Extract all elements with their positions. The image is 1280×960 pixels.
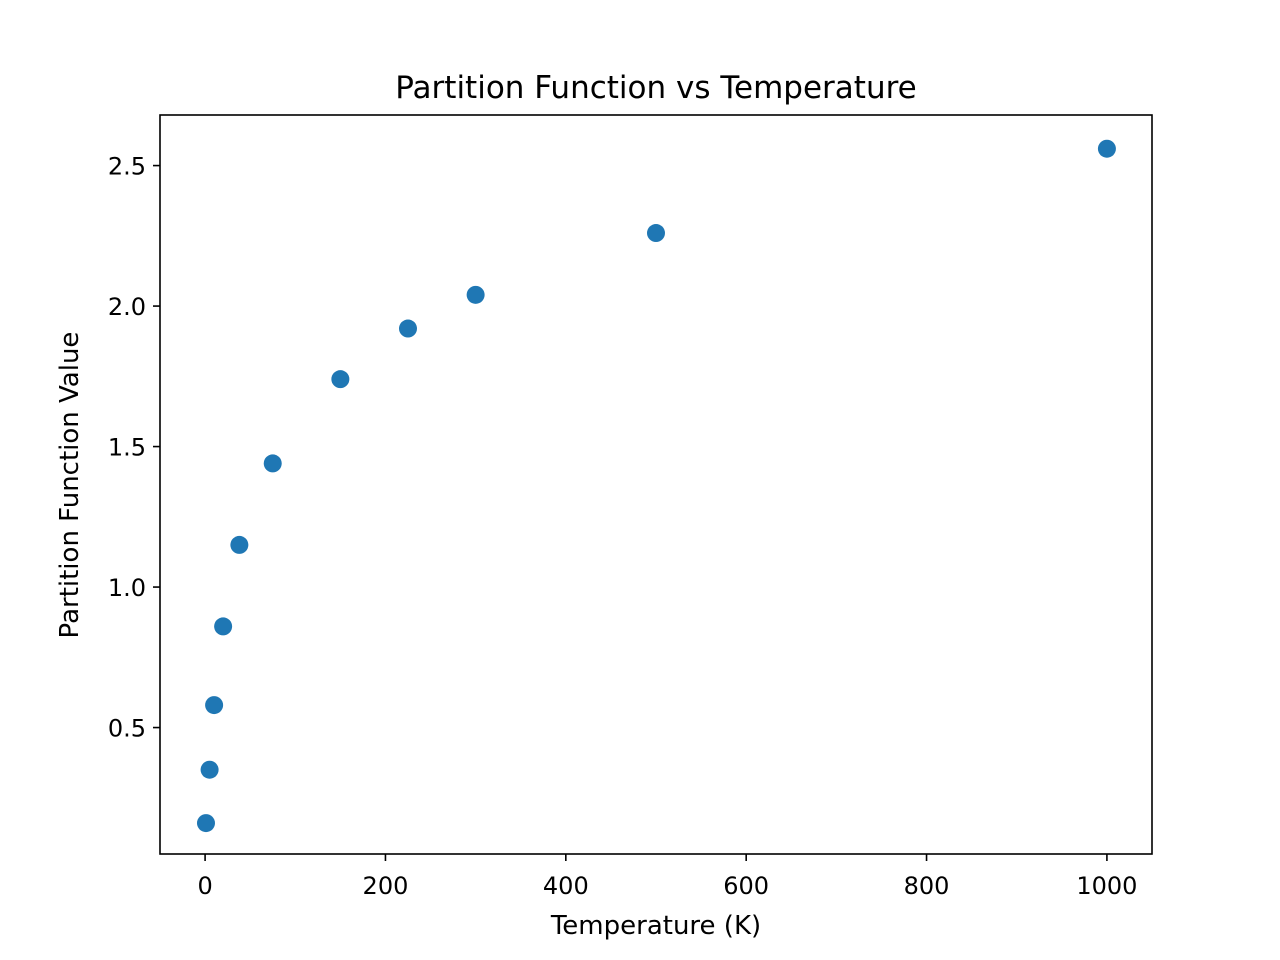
y-tick-label: 2.5 [108,153,146,181]
x-tick-label: 600 [723,872,769,900]
data-point [1097,139,1116,158]
data-point [205,696,224,715]
scatter-points [196,139,1116,833]
x-tick-label: 0 [197,872,212,900]
data-point [230,535,249,554]
y-axis-label: Partition Function Value [55,332,85,639]
data-point [466,285,485,304]
x-tick-label: 1000 [1076,872,1137,900]
y-axis-ticks: 0.5 1.0 1.5 2.0 2.5 [108,153,160,743]
x-tick-label: 200 [363,872,409,900]
data-point [263,454,282,473]
data-point [214,617,233,636]
data-point [399,319,417,338]
y-tick-label: 1.0 [108,574,146,602]
x-tick-label: 800 [904,872,950,900]
x-tick-label: 400 [543,872,589,900]
x-axis-ticks: 0 200 400 600 800 1000 [197,854,1137,900]
data-point [196,814,215,833]
data-point [200,760,219,779]
data-point [331,370,350,389]
chart-title: Partition Function vs Temperature [395,70,916,106]
y-tick-label: 1.5 [108,434,146,462]
data-point [647,224,665,243]
y-tick-label: 0.5 [108,715,146,743]
x-axis-label: Temperature (K) [550,911,761,941]
plot-area-frame [159,114,1153,855]
y-tick-label: 2.0 [108,293,146,321]
